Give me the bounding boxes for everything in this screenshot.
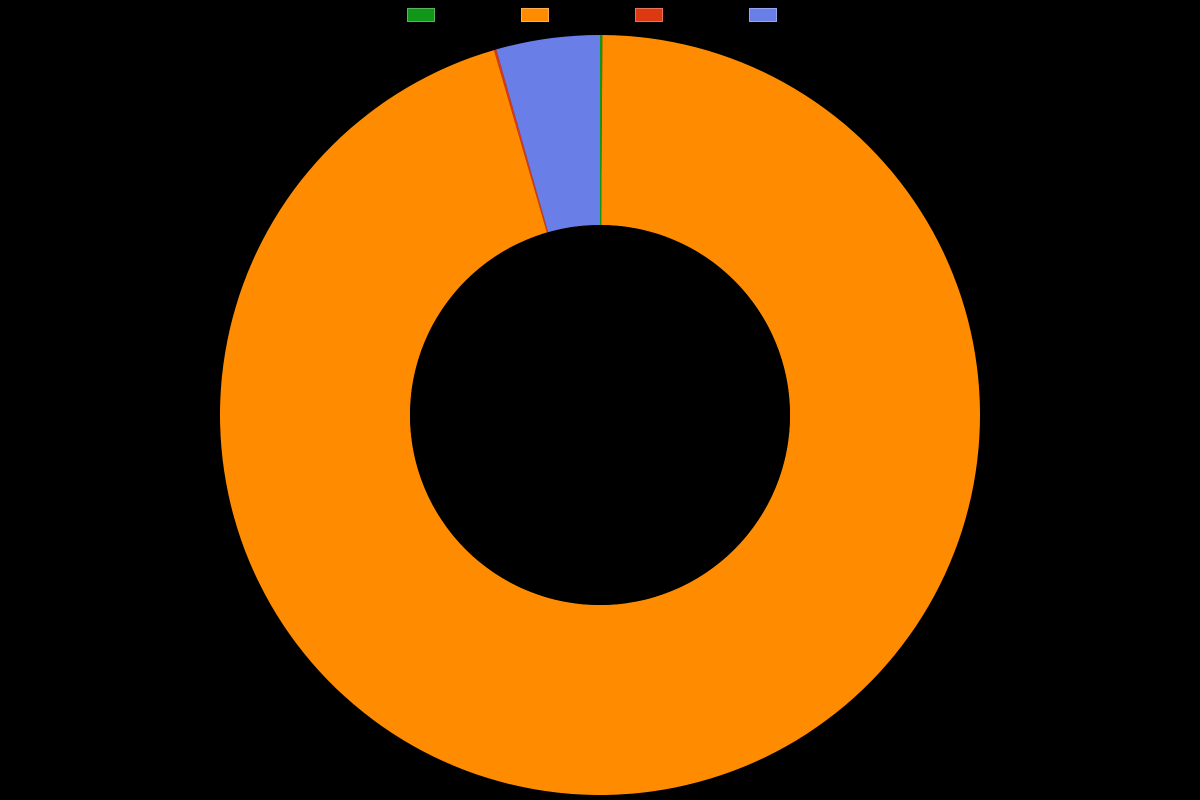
donut-chart <box>0 30 1200 800</box>
legend-item-1 <box>521 8 565 22</box>
donut-hole <box>410 225 790 605</box>
donut-chart-container <box>0 30 1200 800</box>
legend-item-2 <box>635 8 679 22</box>
legend-swatch-0 <box>407 8 435 22</box>
legend-swatch-1 <box>521 8 549 22</box>
chart-legend <box>407 8 793 22</box>
legend-swatch-3 <box>749 8 777 22</box>
legend-item-3 <box>749 8 793 22</box>
legend-item-0 <box>407 8 451 22</box>
legend-swatch-2 <box>635 8 663 22</box>
